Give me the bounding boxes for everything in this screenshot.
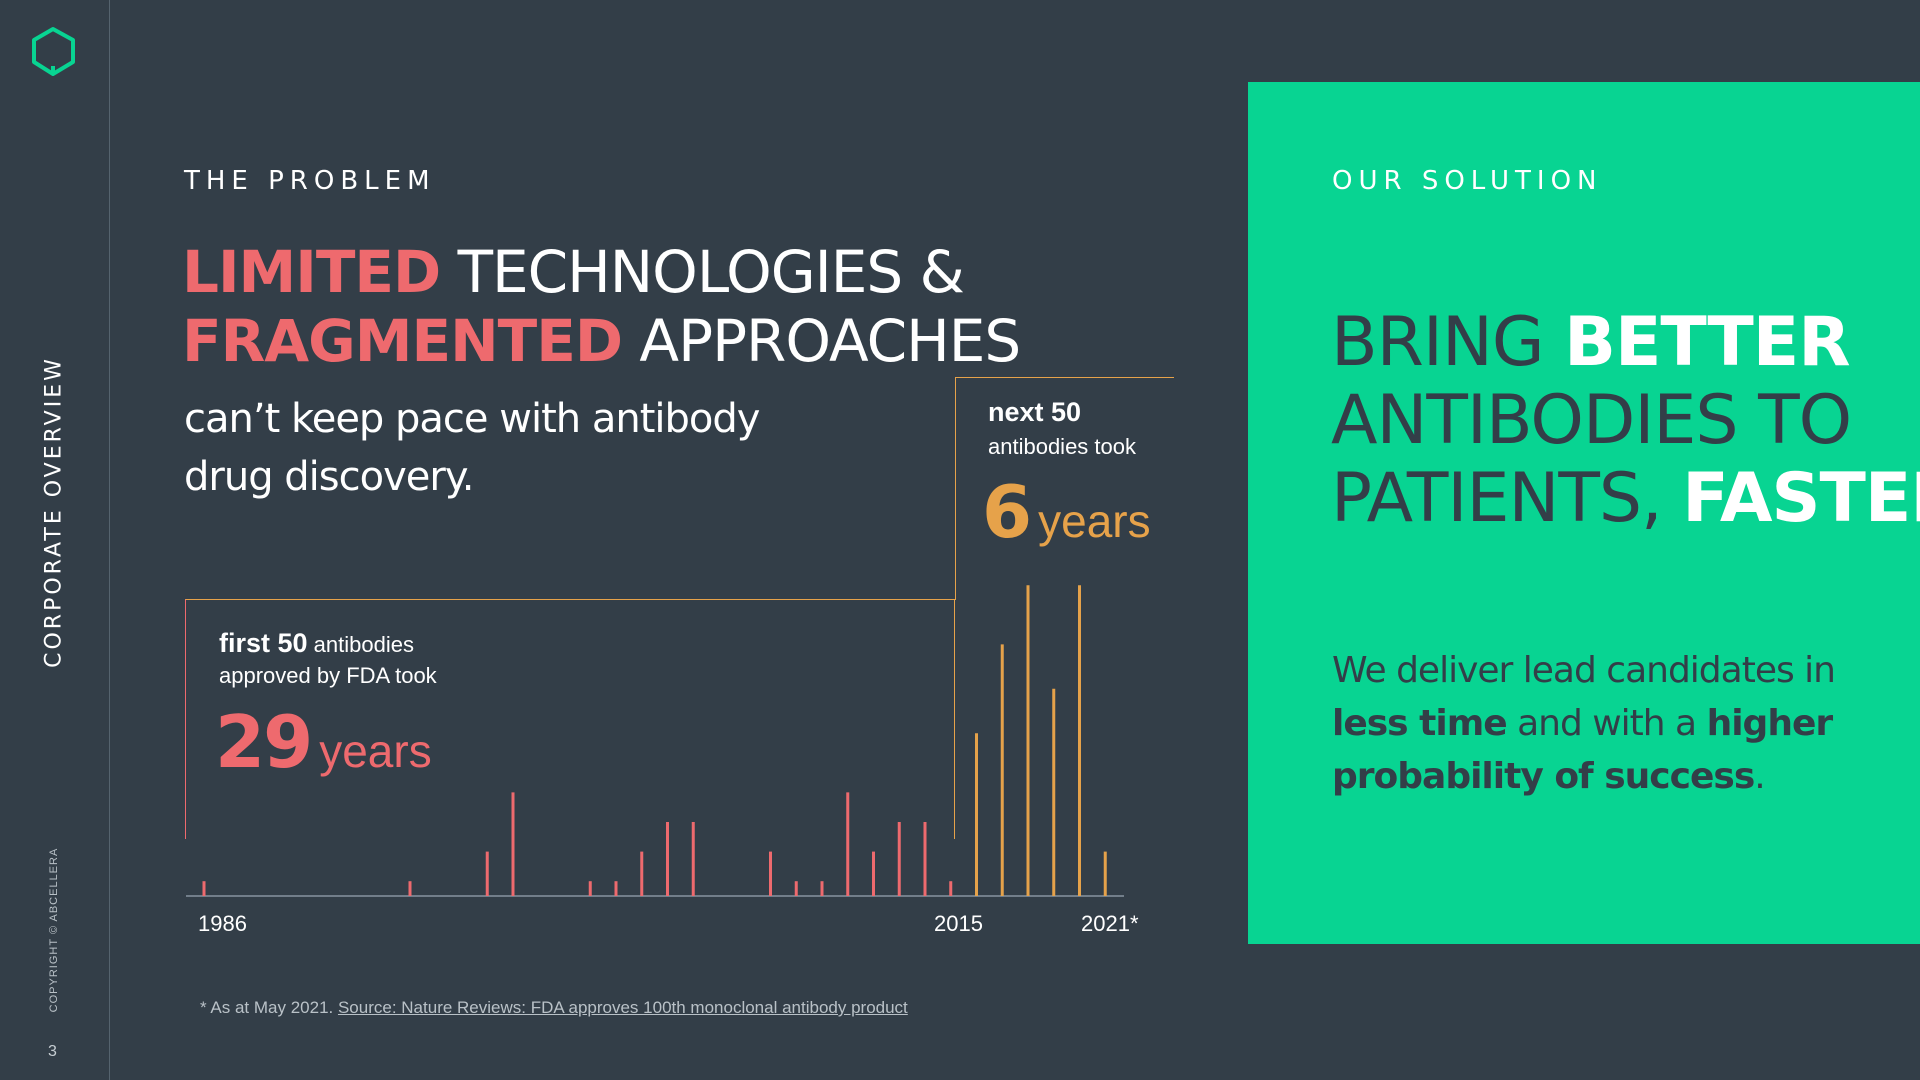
next-50-bracket: [955, 377, 1174, 600]
headline-technologies: TECHNOLOGIES &: [440, 238, 965, 306]
headline-bring: BRING: [1331, 303, 1565, 382]
first-50-number: 29: [215, 700, 313, 784]
first-50-text-2: approved by FDA took: [219, 663, 437, 688]
footnote-prefix: * As at May 2021.: [200, 998, 338, 1017]
source-link[interactable]: Source: Nature Reviews: FDA approves 100…: [337, 998, 908, 1017]
first-50-bold: first 50: [219, 628, 308, 658]
sidebar: CORPORATE OVERVIEW COPYRIGHT © ABCELLERA…: [0, 0, 110, 1080]
solution-body: We deliver lead candidates in less time …: [1332, 644, 1872, 803]
x-tick-label: 2021*: [1081, 911, 1139, 936]
body-text-1: We deliver lead candidates in: [1332, 650, 1836, 691]
headline-faster: FASTER: [1682, 459, 1920, 538]
next-50-number: 6: [982, 470, 1032, 554]
page-number: 3: [48, 1043, 57, 1060]
body-end: .: [1754, 756, 1765, 797]
first-50-callout: first 50 antibodies approved by FDA took: [219, 628, 437, 691]
headline-limited: LIMITED: [182, 238, 441, 306]
abcellera-logo-icon: [32, 27, 75, 76]
next-50-years: 6 years: [982, 470, 1151, 554]
problem-subhead: can’t keep pace with antibody drug disco…: [184, 396, 760, 500]
next-50-unit: years: [1038, 495, 1151, 547]
first-50-text-1: antibodies: [307, 632, 414, 657]
headline-patients: PATIENTS,: [1331, 459, 1683, 538]
next-50-bold: next 50: [988, 397, 1082, 427]
solution-panel: OUR SOLUTION BRING BETTER ANTIBODIES TO …: [1248, 82, 1920, 944]
next-50-callout: next 50 antibodies took: [988, 396, 1136, 463]
first-50-unit: years: [319, 725, 432, 777]
x-tick-label: 1986: [198, 911, 247, 936]
body-higher: higher: [1706, 703, 1834, 744]
problem-headline: LIMITED TECHNOLOGIES & FRAGMENTED APPROA…: [182, 238, 1021, 376]
body-probability: probability of success: [1332, 756, 1755, 797]
headline-antibodies: ANTIBODIES TO: [1331, 381, 1852, 460]
body-text-2: and with a: [1506, 703, 1707, 744]
problem-eyebrow: THE PROBLEM: [184, 166, 436, 196]
headline-approaches: APPROACHES: [621, 307, 1021, 375]
first-50-bracket: [185, 599, 955, 839]
headline-fragmented: FRAGMENTED: [182, 307, 623, 375]
first-50-years: 29 years: [215, 700, 432, 784]
next-50-text: antibodies took: [988, 434, 1136, 459]
headline-better: BETTER: [1564, 303, 1850, 382]
footnote: * As at May 2021. Source: Nature Reviews…: [200, 998, 908, 1018]
x-tick-label: 2015: [934, 911, 983, 936]
solution-headline: BRING BETTER ANTIBODIES TO PATIENTS, FAS…: [1331, 304, 1920, 538]
approvals-chart: [186, 585, 1124, 897]
body-less-time: less time: [1332, 703, 1508, 744]
solution-eyebrow: OUR SOLUTION: [1332, 166, 1603, 196]
